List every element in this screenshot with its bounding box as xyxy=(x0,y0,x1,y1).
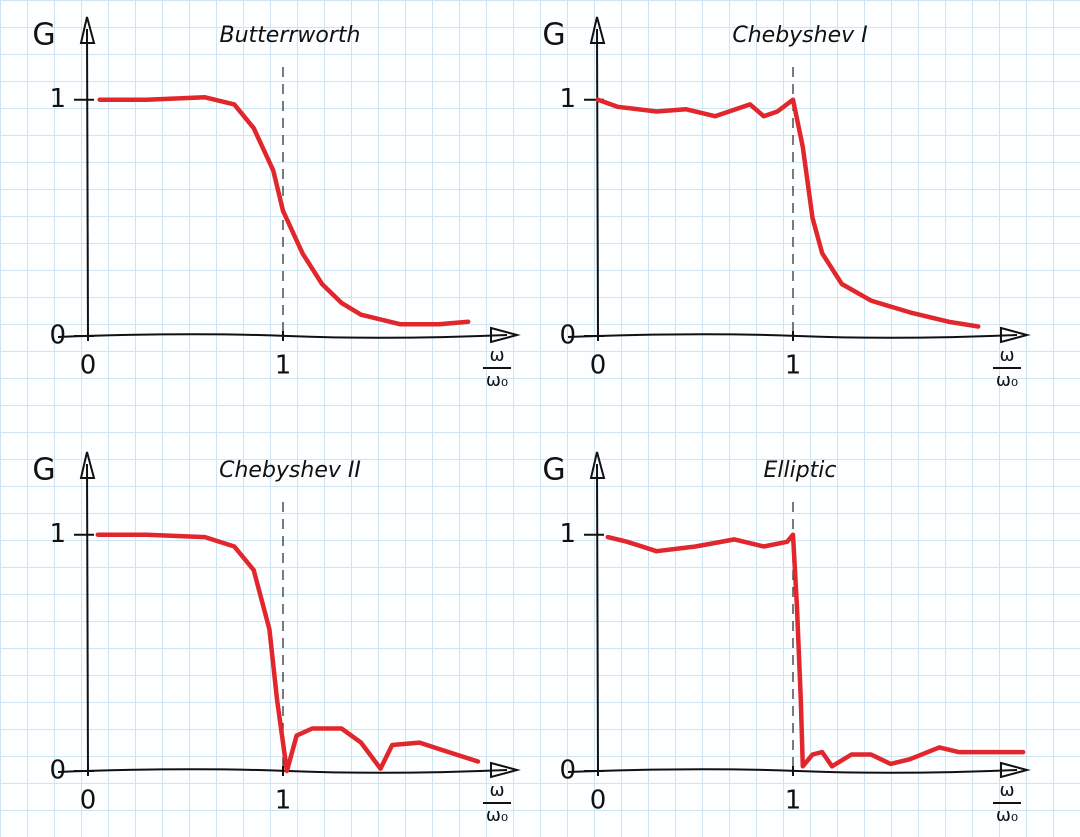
chart-title: Elliptic xyxy=(763,458,836,483)
x-arrow xyxy=(1000,761,1031,779)
y-arrow xyxy=(79,451,96,479)
x-tick-label: 0 xyxy=(590,786,607,816)
y-axis-label: G xyxy=(542,18,565,53)
x-label-bottom: ω₀ xyxy=(996,805,1018,826)
y-arrow xyxy=(589,451,606,479)
y-tick-label: 0 xyxy=(559,756,576,786)
y-tick-label: 0 xyxy=(49,756,66,786)
chart-panel: 0 1 0 1 Chebyshev I Gω ω₀ xyxy=(542,16,1031,391)
response-curve xyxy=(97,95,471,327)
y-axis xyxy=(596,463,599,775)
y-tick-label: 1 xyxy=(49,519,66,549)
x-arrow xyxy=(490,326,521,344)
x-arrow xyxy=(1000,326,1031,344)
chart-title: Chebyshev II xyxy=(219,458,361,483)
x-label-top: ω xyxy=(999,345,1014,366)
y-axis-label: G xyxy=(542,453,565,488)
x-label-top: ω xyxy=(489,780,504,801)
x-axis xyxy=(567,333,1018,339)
chart-title: Chebyshev I xyxy=(732,23,867,48)
x-axis xyxy=(567,768,1018,774)
x-label-top: ω xyxy=(999,780,1014,801)
y-axis xyxy=(86,463,89,775)
y-tick-label: 0 xyxy=(559,321,576,351)
y-axis-label: G xyxy=(32,18,55,53)
y-tick-label: 1 xyxy=(559,519,576,549)
x-tick-label: 1 xyxy=(785,351,802,381)
response-curve xyxy=(595,97,981,329)
x-tick-label: 1 xyxy=(275,786,292,816)
x-tick-label: 0 xyxy=(590,351,607,381)
x-tick-label: 1 xyxy=(275,351,292,381)
y-axis-label: G xyxy=(32,453,55,488)
x-axis xyxy=(57,333,508,339)
chart-panel: 0 1 0 1 Chebyshev II Gω ω₀ xyxy=(32,451,521,826)
x-label-top: ω xyxy=(489,345,504,366)
response-curve xyxy=(95,532,481,774)
x-label-bottom: ω₀ xyxy=(996,370,1018,391)
x-arrow xyxy=(490,761,521,779)
y-tick-label: 1 xyxy=(49,84,66,114)
x-label-bottom: ω₀ xyxy=(486,370,508,391)
y-arrow xyxy=(589,16,606,44)
y-axis xyxy=(596,28,599,340)
x-label-bottom: ω₀ xyxy=(486,805,508,826)
y-tick-label: 0 xyxy=(49,321,66,351)
chart-title: Butterrworth xyxy=(220,23,361,48)
chart-panel: 0 1 0 1 Butterrworth Gω ω₀ xyxy=(32,16,521,391)
chart-panel: 0 1 0 1 Elliptic Gω ω₀ xyxy=(542,451,1031,826)
x-tick-label: 1 xyxy=(785,786,802,816)
x-tick-label: 0 xyxy=(80,351,97,381)
x-tick-label: 0 xyxy=(80,786,97,816)
y-axis xyxy=(86,28,89,340)
y-arrow xyxy=(79,16,96,44)
y-tick-label: 1 xyxy=(559,84,576,114)
response-curve xyxy=(605,532,1026,769)
